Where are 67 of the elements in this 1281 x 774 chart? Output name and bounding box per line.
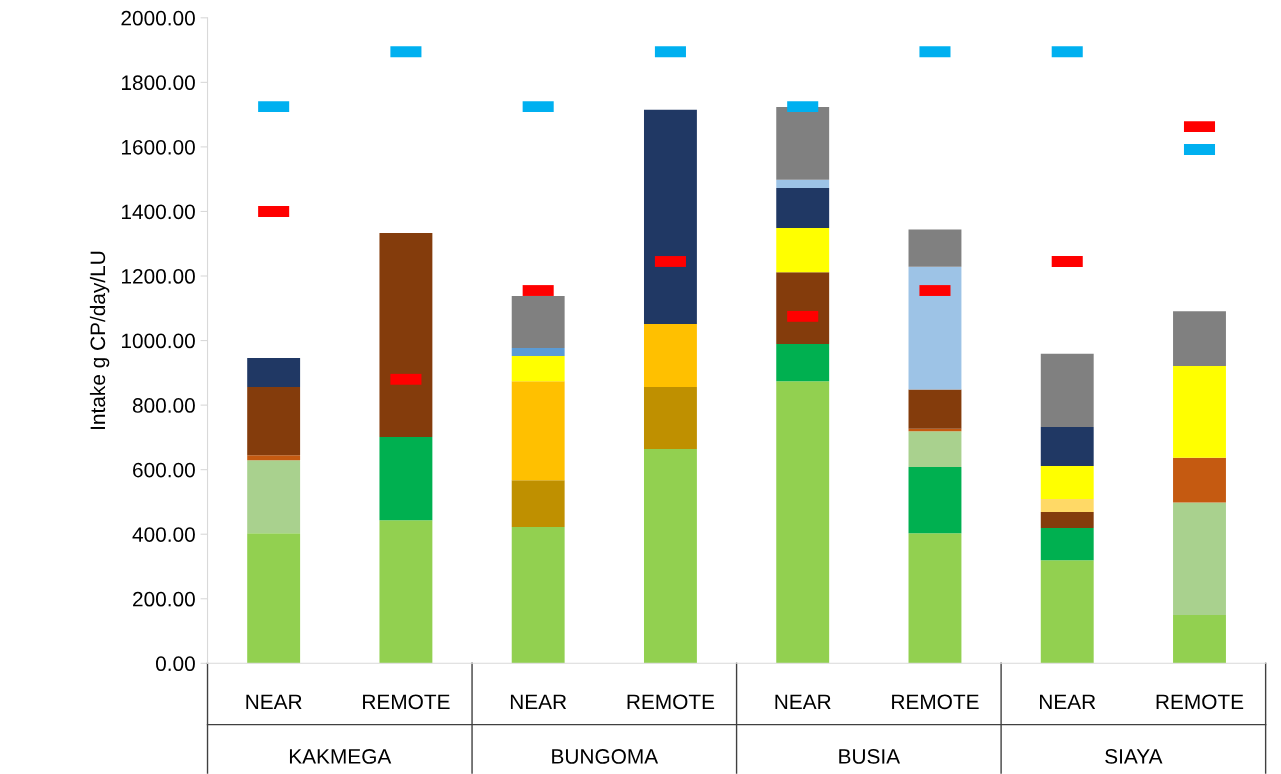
bar (776, 227, 830, 273)
text: SIAYA (1105, 749, 1163, 764)
bar (908, 467, 962, 534)
bar (643, 109, 697, 325)
y-tick-label: 800.00 (132, 398, 195, 413)
y-tick-label: 600.00 (133, 462, 195, 478)
x-tick-label: REMOTE (627, 694, 715, 710)
bar (1173, 366, 1226, 458)
bar (1173, 311, 1226, 367)
bar (379, 437, 433, 521)
y-tick-label: 1200.00 (122, 269, 195, 284)
bar (643, 324, 697, 388)
x-tick-label: NEAR (246, 694, 302, 709)
x-tick-label: REMOTE (363, 694, 450, 710)
bar (776, 187, 830, 228)
y-tick-label: 1600.00 (122, 139, 195, 155)
bar (1040, 511, 1094, 529)
bar (511, 296, 565, 348)
bar (908, 431, 962, 468)
bar (776, 344, 830, 382)
bar (511, 480, 565, 528)
bar (1040, 353, 1094, 428)
bar (379, 233, 433, 438)
text: BUNGOMA (552, 749, 659, 764)
bar (1040, 499, 1094, 512)
text: BUSIA (839, 749, 901, 764)
x-tick-label: NEAR (1040, 694, 1096, 709)
bar (511, 527, 565, 664)
bar (247, 357, 301, 388)
bar (247, 533, 301, 664)
text: KAKMEGA (289, 749, 392, 764)
bar (908, 229, 962, 267)
bar (643, 449, 697, 664)
x-tick-label: NEAR (510, 694, 567, 709)
bar (643, 387, 697, 450)
bar (247, 387, 301, 456)
bar (1040, 560, 1094, 664)
x-tick-label: REMOTE (892, 694, 979, 710)
x-tick-label: REMOTE (1156, 694, 1244, 710)
y-tick-label: 1400.00 (122, 204, 195, 220)
bar (1040, 466, 1094, 500)
bar (247, 455, 301, 461)
bar (1040, 528, 1094, 561)
bar (776, 272, 830, 345)
bar (511, 347, 565, 357)
bar (776, 381, 830, 664)
bar (511, 381, 565, 481)
bar (247, 460, 301, 534)
bar (1040, 427, 1094, 467)
bar (908, 533, 962, 664)
bar (776, 179, 830, 188)
y-tick-label: 0.00 (155, 656, 195, 672)
bar (1173, 502, 1226, 615)
y-tick-label: 1000.00 (122, 333, 195, 349)
y-axis-title: Intake g CP/day/LU (89, 251, 110, 429)
bar (379, 520, 433, 664)
bar (511, 356, 565, 382)
bar (1173, 614, 1226, 664)
bar (1173, 457, 1226, 503)
bar (908, 266, 962, 390)
y-tick-label: 200.00 (133, 591, 195, 607)
y-tick-label: 1800.00 (122, 75, 195, 91)
y-tick-label: 2000.00 (121, 10, 195, 26)
x-tick-label: NEAR (775, 694, 831, 709)
y-tick-label: 400.00 (132, 527, 195, 542)
bar (908, 389, 962, 429)
bar (776, 106, 830, 180)
